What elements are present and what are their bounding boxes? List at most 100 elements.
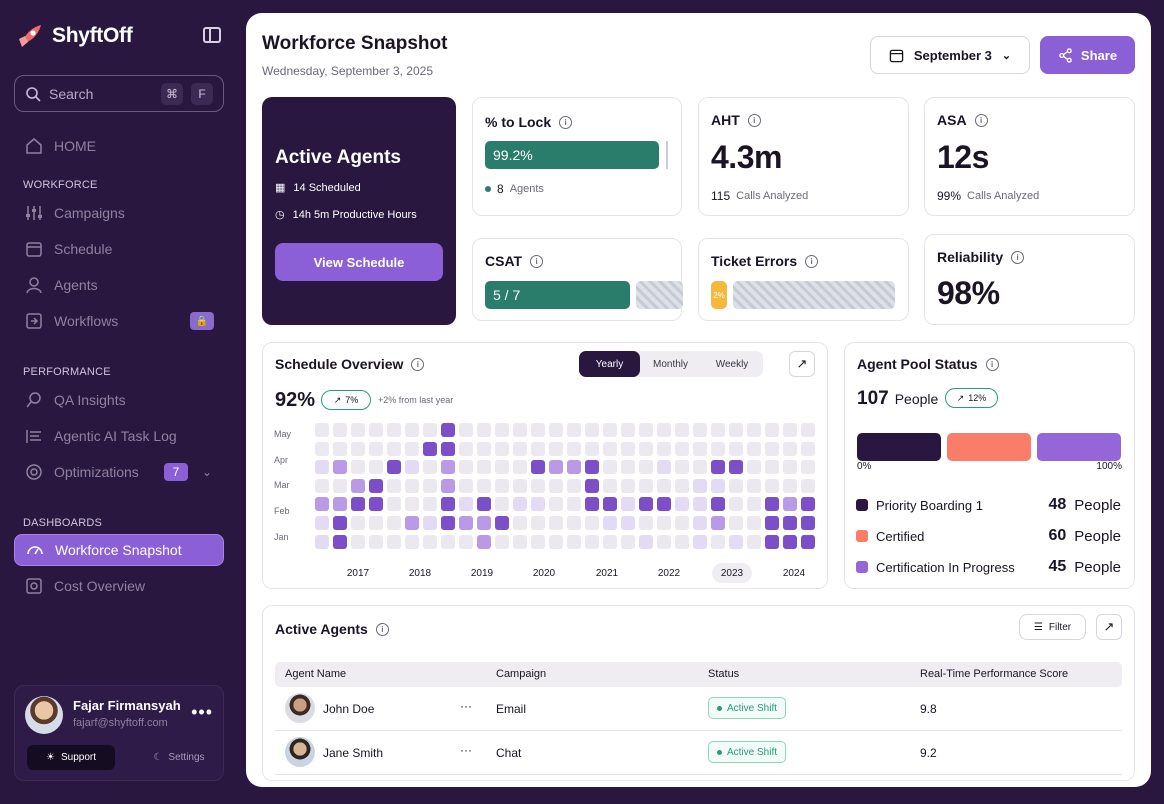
heatmap-cell[interactable] [639, 478, 653, 493]
heatmap-cell[interactable] [747, 478, 761, 493]
avatar[interactable] [25, 696, 63, 734]
support-button[interactable]: ☀ Support [27, 745, 115, 770]
heatmap-cell[interactable] [567, 423, 581, 437]
heatmap-cell[interactable] [315, 497, 329, 512]
search-bar[interactable]: Search ⌘ F [14, 75, 224, 112]
heatmap-cell[interactable] [405, 497, 419, 512]
heatmap-cell[interactable] [711, 441, 725, 456]
heatmap-cell[interactable] [423, 460, 437, 475]
heatmap-cell[interactable] [513, 460, 527, 475]
heatmap-cell[interactable] [765, 441, 779, 456]
heatmap-cell[interactable] [783, 423, 797, 437]
heatmap-cell[interactable] [351, 497, 365, 512]
heatmap-cell[interactable] [675, 460, 689, 475]
heatmap-cell[interactable] [477, 497, 491, 512]
heatmap-cell[interactable] [333, 516, 347, 530]
heatmap-cell[interactable] [495, 534, 509, 549]
sidebar-item-home[interactable]: HOME [14, 130, 224, 162]
heatmap-cell[interactable] [801, 478, 815, 493]
heatmap-cell[interactable] [549, 478, 563, 493]
heatmap-cell[interactable] [747, 441, 761, 456]
heatmap-cell[interactable] [495, 516, 509, 530]
heatmap-cell[interactable] [711, 423, 725, 437]
filter-button[interactable]: ☰ Filter [1019, 614, 1086, 640]
heatmap-cell[interactable] [459, 441, 473, 456]
heatmap-cell[interactable] [513, 516, 527, 530]
heatmap-cell[interactable] [315, 423, 329, 437]
heatmap-cell[interactable] [549, 423, 563, 437]
heatmap-cell[interactable] [603, 497, 617, 512]
heatmap-cell[interactable] [747, 460, 761, 475]
heatmap-cell[interactable] [369, 478, 383, 493]
heatmap-cell[interactable] [531, 441, 545, 456]
heatmap-cell[interactable] [531, 534, 545, 549]
heatmap-cell[interactable] [639, 534, 653, 549]
heatmap-cell[interactable] [585, 497, 599, 512]
sidebar-item-agentic-log[interactable]: Agentic AI Task Log [14, 420, 224, 452]
settings-button[interactable]: ☾ Settings [139, 745, 219, 770]
heatmap-cell[interactable] [657, 534, 671, 549]
heatmap-cell[interactable] [333, 441, 347, 456]
heatmap-cell[interactable] [459, 516, 473, 530]
heatmap-cell[interactable] [621, 460, 635, 475]
heatmap-cell[interactable] [657, 516, 671, 530]
heatmap-cell[interactable] [387, 534, 401, 549]
info-icon[interactable]: i [375, 622, 389, 636]
heatmap-cell[interactable] [405, 460, 419, 475]
heatmap-cell[interactable] [765, 497, 779, 512]
heatmap-cell[interactable] [441, 441, 455, 456]
heatmap-cell[interactable] [477, 423, 491, 437]
year-label[interactable]: 2020 [532, 568, 556, 579]
heatmap-cell[interactable] [333, 478, 347, 493]
heatmap-cell[interactable] [531, 497, 545, 512]
pool-bar-segment[interactable] [947, 433, 1031, 461]
heatmap-cell[interactable] [495, 497, 509, 512]
heatmap-cell[interactable] [459, 534, 473, 549]
heatmap-cell[interactable] [513, 478, 527, 493]
heatmap-cell[interactable] [423, 497, 437, 512]
heatmap-cell[interactable] [711, 497, 725, 512]
more-options-icon[interactable]: ··· [460, 699, 472, 713]
heatmap-cell[interactable] [729, 460, 743, 475]
heatmap-cell[interactable] [567, 478, 581, 493]
heatmap-cell[interactable] [459, 478, 473, 493]
heatmap-cell[interactable] [459, 423, 473, 437]
heatmap-cell[interactable] [387, 516, 401, 530]
heatmap-cell[interactable] [585, 478, 599, 493]
heatmap-cell[interactable] [621, 478, 635, 493]
heatmap-cell[interactable] [477, 534, 491, 549]
heatmap-cell[interactable] [315, 460, 329, 475]
year-label[interactable]: 2021 [595, 568, 619, 579]
tab-monthly[interactable]: Monthly [652, 358, 688, 370]
heatmap-cell[interactable] [621, 534, 635, 549]
heatmap-cell[interactable] [423, 423, 437, 437]
column-header[interactable]: Agent Name [285, 668, 347, 680]
expand-schedule-button[interactable]: ↗ [789, 351, 815, 377]
heatmap-cell[interactable] [783, 460, 797, 475]
heatmap-cell[interactable] [675, 497, 689, 512]
heatmap-cell[interactable] [675, 478, 689, 493]
heatmap-cell[interactable] [729, 441, 743, 456]
heatmap-cell[interactable] [441, 460, 455, 475]
heatmap-cell[interactable] [639, 516, 653, 530]
heatmap-cell[interactable] [387, 423, 401, 437]
heatmap-cell[interactable] [585, 516, 599, 530]
heatmap-cell[interactable] [369, 423, 383, 437]
heatmap-cell[interactable] [639, 423, 653, 437]
year-label[interactable]: 2024 [782, 568, 806, 579]
heatmap-cell[interactable] [405, 534, 419, 549]
heatmap-cell[interactable] [441, 478, 455, 493]
info-icon[interactable]: i [985, 357, 999, 371]
heatmap-cell[interactable] [693, 516, 707, 530]
brand[interactable]: ShyftOff [16, 22, 133, 50]
heatmap-cell[interactable] [351, 423, 365, 437]
heatmap-cell[interactable] [621, 441, 635, 456]
column-header[interactable]: Status [708, 668, 740, 680]
heatmap-cell[interactable] [531, 460, 545, 475]
heatmap-cell[interactable] [585, 423, 599, 437]
heatmap-cell[interactable] [567, 534, 581, 549]
heatmap-cell[interactable] [621, 497, 635, 512]
heatmap-cell[interactable] [351, 534, 365, 549]
heatmap-cell[interactable] [423, 441, 437, 456]
heatmap-cell[interactable] [621, 423, 635, 437]
